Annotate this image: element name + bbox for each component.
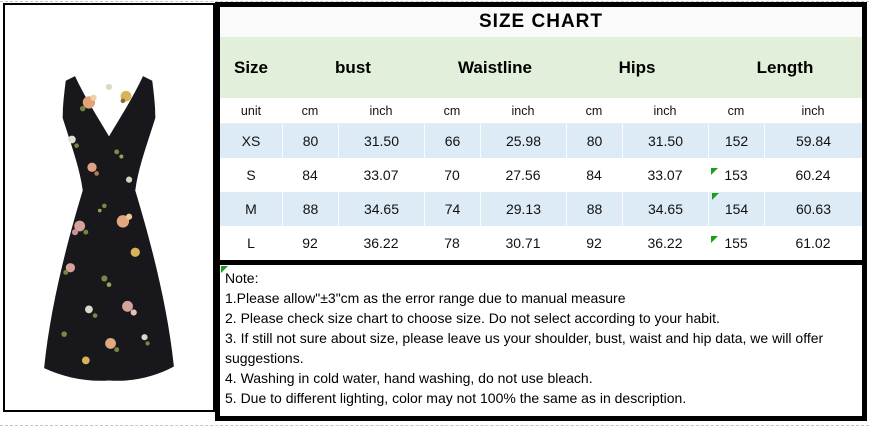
value-cell: 92 (302, 235, 318, 251)
value-cell: 80 (566, 124, 622, 158)
table-group-header-row: Size bust Waistline Hips Length (220, 37, 862, 98)
column-header-bust: bust (335, 57, 371, 77)
note-item-2: 2. Please check size chart to choose siz… (225, 310, 720, 326)
value-cell-flagged: 153 (708, 167, 764, 183)
page-break-dash-bottom (0, 425, 869, 426)
floral-print (61, 83, 150, 365)
value-cell: 36.22 (647, 235, 683, 251)
unit-cell: inch (369, 103, 393, 118)
size-chart-title: SIZE CHART (220, 7, 862, 37)
column-header-length: Length (756, 57, 814, 77)
value-cell: 60.24 (795, 167, 831, 183)
size-label: L (247, 235, 255, 251)
value-cell: 60.63 (764, 192, 862, 226)
size-label: S (246, 167, 256, 183)
value-cell: 34.65 (622, 192, 708, 226)
size-label: XS (241, 133, 261, 149)
value-cell: 36.22 (363, 235, 399, 251)
note-item-3: 3. If still not sure about size, please … (225, 330, 824, 366)
comment-flag-icon (711, 236, 718, 243)
value-cell: 66 (424, 124, 480, 158)
floral-dress-image (44, 76, 174, 381)
value-cell: 27.56 (505, 167, 541, 183)
value-cell-flagged: 155 (708, 235, 764, 251)
unit-cell: cm (727, 103, 745, 118)
table-row-m: M 88 34.65 74 29.13 88 34.65 154 60.63 (220, 192, 862, 226)
table-row-s: S 84 33.07 70 27.56 84 33.07 153 60.24 (220, 158, 862, 192)
unit-cell: cm (443, 103, 461, 118)
value-cell: 31.50 (622, 124, 708, 158)
value-cell: 59.84 (764, 124, 862, 158)
column-header-waistline: Waistline (458, 57, 532, 77)
value-cell: 61.02 (795, 235, 831, 251)
size-chart-panel: SIZE CHART Size bust Waistline Hips Leng… (215, 2, 867, 421)
note-item-5: 5. Due to different lighting, color may … (225, 390, 687, 406)
value-text: 153 (724, 167, 748, 183)
value-cell: 80 (282, 124, 338, 158)
dress-silhouette (44, 76, 174, 381)
notes-heading: Note: (225, 270, 259, 286)
value-cell: 30.71 (505, 235, 541, 251)
value-cell: 33.07 (647, 167, 683, 183)
value-cell: 25.98 (480, 124, 566, 158)
value-cell: 34.65 (338, 192, 424, 226)
value-cell: 78 (444, 235, 460, 251)
page-break-dash-top (0, 1, 869, 2)
value-cell: 84 (302, 167, 318, 183)
note-item-4: 4. Washing in cold water, hand washing, … (225, 370, 593, 386)
unit-cell: inch (511, 103, 535, 118)
value-cell: 70 (444, 167, 460, 183)
unit-cell: cm (585, 103, 603, 118)
notes-section: Note: 1.Please allow"±3"cm as the error … (220, 260, 862, 416)
comment-flag-icon (221, 266, 228, 273)
value-cell: 88 (566, 192, 622, 226)
value-cell: 88 (282, 192, 338, 226)
comment-flag-icon (711, 168, 718, 175)
table-row-xs: XS 80 31.50 66 25.98 80 31.50 152 59.84 (220, 124, 862, 158)
comment-flag-icon (712, 193, 719, 200)
column-header-size: Size (233, 57, 269, 77)
table-unit-row: unit cm inch cm inch cm inch cm inch (220, 98, 862, 124)
size-label: M (245, 201, 257, 217)
note-item-1: 1.Please allow"±3"cm as the error range … (225, 290, 626, 306)
unit-cell: inch (653, 103, 677, 118)
value-cell: 29.13 (480, 192, 566, 226)
table-row-l: L 92 36.22 78 30.71 92 36.22 155 61.02 (220, 226, 862, 260)
value-cell: 152 (708, 124, 764, 158)
value-cell: 31.50 (338, 124, 424, 158)
unit-label: unit (240, 103, 262, 118)
unit-cell: inch (801, 103, 825, 118)
value-text: 154 (724, 201, 749, 217)
product-image-panel (3, 3, 215, 412)
value-cell: 92 (586, 235, 602, 251)
value-cell-flagged: 154 (708, 192, 764, 226)
unit-cell: cm (301, 103, 319, 118)
value-text: 155 (724, 235, 748, 251)
column-header-hips: Hips (618, 57, 656, 77)
value-cell: 74 (424, 192, 480, 226)
value-cell: 33.07 (363, 167, 399, 183)
value-cell: 84 (586, 167, 602, 183)
